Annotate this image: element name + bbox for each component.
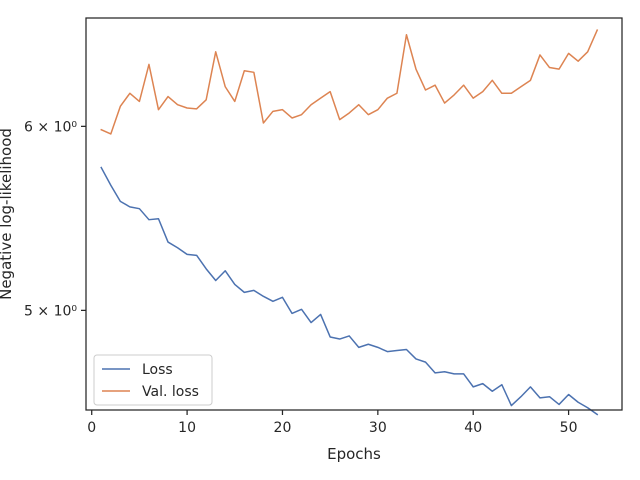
legend-label-1: Loss bbox=[142, 362, 173, 378]
x-tick-label: 40 bbox=[464, 420, 482, 436]
series-line-2 bbox=[100, 29, 599, 135]
x-tick-label: 20 bbox=[274, 420, 292, 436]
legend-box bbox=[93, 354, 213, 406]
y-axis-label: Negative log-likelihood bbox=[0, 128, 15, 300]
x-axis-label: Epochs bbox=[327, 445, 381, 463]
legend-label-2: Val. loss bbox=[142, 384, 199, 400]
x-tick-label: 30 bbox=[369, 420, 387, 436]
y-axis: 5 × 10⁰ 6 × 10⁰ bbox=[24, 119, 86, 319]
x-tick-label: 10 bbox=[178, 420, 196, 436]
y-tick-label: 6 × 10⁰ bbox=[24, 119, 77, 135]
x-axis: 0 10 20 30 40 50 bbox=[87, 410, 578, 436]
x-tick-label: 0 bbox=[87, 420, 96, 436]
plot-frame bbox=[85, 17, 623, 411]
x-tick-label: 50 bbox=[560, 420, 578, 436]
series-layer bbox=[100, 29, 599, 416]
series-line-1 bbox=[100, 166, 599, 416]
y-tick-label: 5 × 10⁰ bbox=[24, 303, 77, 319]
legend: Loss Val. loss bbox=[93, 354, 213, 406]
